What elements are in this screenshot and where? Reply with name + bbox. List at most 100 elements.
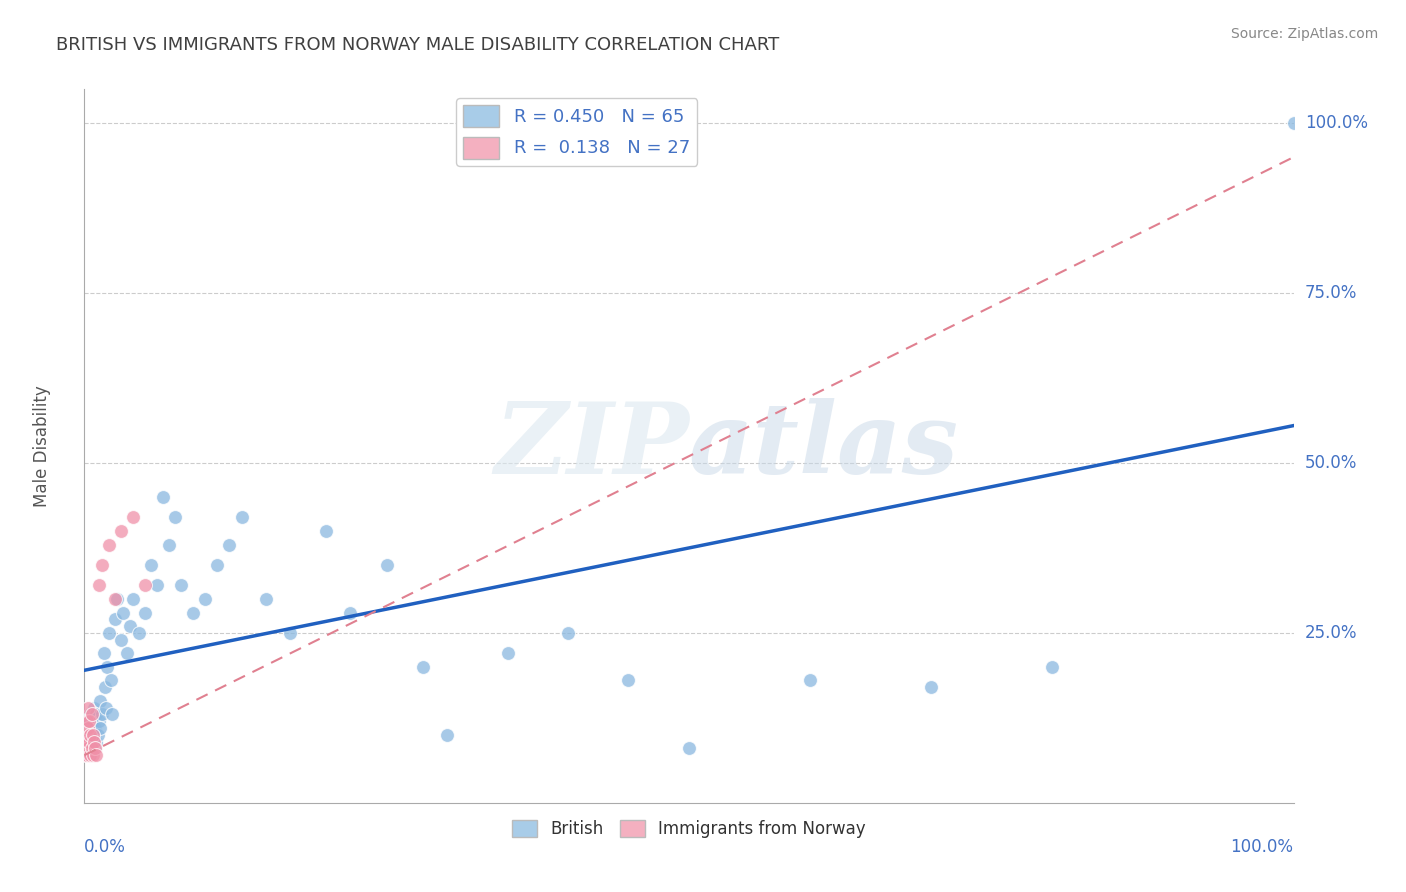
Point bbox=[121, 510, 143, 524]
Point bbox=[77, 721, 100, 735]
Point bbox=[181, 606, 204, 620]
Point bbox=[104, 612, 127, 626]
Text: 75.0%: 75.0% bbox=[1305, 284, 1357, 302]
Point bbox=[80, 741, 103, 756]
Point bbox=[75, 748, 97, 763]
Point bbox=[194, 591, 217, 606]
Point bbox=[77, 714, 100, 729]
Point bbox=[82, 734, 104, 748]
Point bbox=[96, 660, 118, 674]
Text: 100.0%: 100.0% bbox=[1305, 114, 1368, 132]
Point bbox=[139, 558, 162, 572]
Point bbox=[110, 632, 132, 647]
Text: ZIP: ZIP bbox=[494, 398, 689, 494]
Point bbox=[87, 714, 110, 729]
Text: atlas: atlas bbox=[689, 398, 959, 494]
Point bbox=[112, 606, 135, 620]
Point bbox=[231, 510, 253, 524]
Point bbox=[86, 748, 108, 763]
Point bbox=[339, 606, 361, 620]
Point bbox=[157, 537, 180, 551]
Point bbox=[100, 673, 122, 688]
Point bbox=[77, 734, 100, 748]
Point bbox=[84, 741, 107, 756]
Point bbox=[105, 591, 128, 606]
Point bbox=[128, 626, 150, 640]
Point bbox=[75, 741, 97, 756]
Point bbox=[1282, 116, 1305, 130]
Point bbox=[115, 646, 138, 660]
Point bbox=[94, 680, 117, 694]
Point bbox=[77, 728, 100, 742]
Point bbox=[82, 748, 104, 763]
Point bbox=[91, 707, 114, 722]
Point bbox=[75, 728, 97, 742]
Point bbox=[134, 606, 156, 620]
Point bbox=[83, 728, 105, 742]
Point bbox=[79, 748, 101, 763]
Point bbox=[134, 578, 156, 592]
Point bbox=[121, 591, 143, 606]
Point bbox=[76, 734, 98, 748]
Text: BRITISH VS IMMIGRANTS FROM NORWAY MALE DISABILITY CORRELATION CHART: BRITISH VS IMMIGRANTS FROM NORWAY MALE D… bbox=[56, 36, 779, 54]
Point bbox=[207, 558, 229, 572]
Point bbox=[76, 714, 98, 729]
Point bbox=[77, 741, 100, 756]
Point bbox=[920, 680, 942, 694]
Point bbox=[89, 721, 111, 735]
Text: 100.0%: 100.0% bbox=[1230, 838, 1294, 856]
Point bbox=[80, 721, 103, 735]
Point bbox=[84, 721, 107, 735]
Point bbox=[76, 748, 98, 763]
Point bbox=[152, 490, 174, 504]
Point bbox=[110, 524, 132, 538]
Legend: British, Immigrants from Norway: British, Immigrants from Norway bbox=[505, 813, 873, 845]
Point bbox=[278, 626, 301, 640]
Point bbox=[89, 694, 111, 708]
Point bbox=[80, 707, 103, 722]
Point bbox=[86, 728, 108, 742]
Text: Source: ZipAtlas.com: Source: ZipAtlas.com bbox=[1230, 27, 1378, 41]
Text: Male Disability: Male Disability bbox=[32, 385, 51, 507]
Point bbox=[79, 728, 101, 742]
Point bbox=[165, 510, 187, 524]
Point bbox=[557, 626, 579, 640]
Point bbox=[97, 537, 120, 551]
Point bbox=[254, 591, 277, 606]
Point bbox=[315, 524, 337, 538]
Point bbox=[375, 558, 398, 572]
Point bbox=[94, 700, 117, 714]
Point bbox=[83, 734, 105, 748]
Point bbox=[101, 707, 124, 722]
Point bbox=[77, 734, 100, 748]
Point bbox=[86, 707, 108, 722]
Point bbox=[799, 673, 821, 688]
Point bbox=[496, 646, 519, 660]
Point bbox=[80, 741, 103, 756]
Point bbox=[82, 728, 104, 742]
Point bbox=[77, 700, 100, 714]
Point bbox=[170, 578, 193, 592]
Point bbox=[120, 619, 142, 633]
Point bbox=[146, 578, 169, 592]
Text: 25.0%: 25.0% bbox=[1305, 624, 1357, 642]
Point bbox=[83, 700, 105, 714]
Point bbox=[79, 728, 101, 742]
Point bbox=[93, 646, 115, 660]
Point bbox=[79, 748, 101, 763]
Point bbox=[104, 591, 127, 606]
Point bbox=[678, 741, 700, 756]
Point bbox=[86, 734, 108, 748]
Point bbox=[84, 741, 107, 756]
Text: 0.0%: 0.0% bbox=[84, 838, 127, 856]
Point bbox=[76, 748, 98, 763]
Point bbox=[218, 537, 240, 551]
Point bbox=[87, 578, 110, 592]
Point bbox=[1040, 660, 1063, 674]
Point bbox=[97, 626, 120, 640]
Point bbox=[412, 660, 434, 674]
Point bbox=[79, 707, 101, 722]
Point bbox=[77, 714, 100, 729]
Point bbox=[617, 673, 640, 688]
Point bbox=[436, 728, 458, 742]
